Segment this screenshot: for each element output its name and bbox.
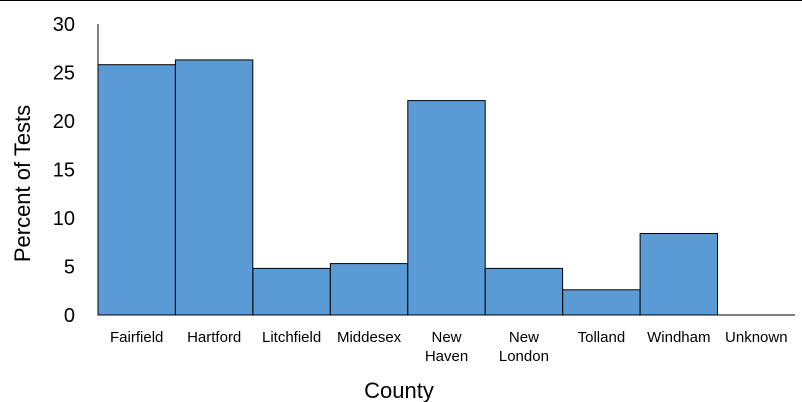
bar-tolland — [562, 289, 641, 316]
x-category-label: Tolland — [578, 329, 626, 346]
x-category-label-line: Haven — [425, 348, 468, 365]
x-category-label: Hartford — [187, 329, 241, 346]
bar-litchfield — [252, 267, 331, 316]
y-tick-labels: 0 5 10 15 20 25 30 — [53, 14, 75, 327]
x-category-label-line: New — [431, 329, 461, 346]
bar-fairfield — [97, 64, 176, 316]
bar-middesex — [329, 263, 409, 316]
x-category-label-line: London — [499, 348, 549, 365]
x-category-label: Litchfield — [262, 329, 321, 346]
x-category-label: New Haven — [425, 329, 468, 365]
y-tick-label: 5 — [64, 257, 75, 279]
x-category-label-line: Fairfield — [110, 329, 163, 346]
x-category-label: Middesex — [337, 329, 402, 346]
x-category-label-line: Unknown — [725, 329, 788, 346]
bar-new-london — [484, 267, 564, 316]
x-category-label: Unknown — [725, 329, 788, 346]
y-tick-label: 15 — [53, 160, 75, 182]
top-border — [0, 0, 802, 1]
bar-windham — [639, 233, 718, 316]
bars-group — [97, 59, 718, 316]
x-category-label-line: Hartford — [187, 329, 241, 346]
y-tick-label: 10 — [53, 208, 75, 230]
y-tick-label: 25 — [53, 63, 75, 85]
y-tick-label: 20 — [53, 111, 75, 133]
x-category-label: Fairfield — [110, 329, 163, 346]
x-category-label-line: Windham — [647, 329, 710, 346]
bar-hartford — [174, 59, 254, 316]
y-axis-title: Percent of Tests — [10, 105, 35, 262]
x-category-label-line: Tolland — [578, 329, 626, 346]
y-tick-label: 0 — [64, 305, 75, 327]
x-category-label: Windham — [647, 329, 710, 346]
bar-new-haven — [407, 100, 486, 316]
y-tick-label: 30 — [53, 14, 75, 36]
x-category-labels: Fairfield Hartford Litchfield Middesex New Ha… — [110, 329, 788, 365]
x-category-label-line: Litchfield — [262, 329, 321, 346]
x-category-label-line: New — [509, 329, 539, 346]
x-axis-title: County — [364, 378, 434, 402]
x-category-label-line: Middesex — [337, 329, 402, 346]
x-category-label: New London — [499, 329, 549, 365]
